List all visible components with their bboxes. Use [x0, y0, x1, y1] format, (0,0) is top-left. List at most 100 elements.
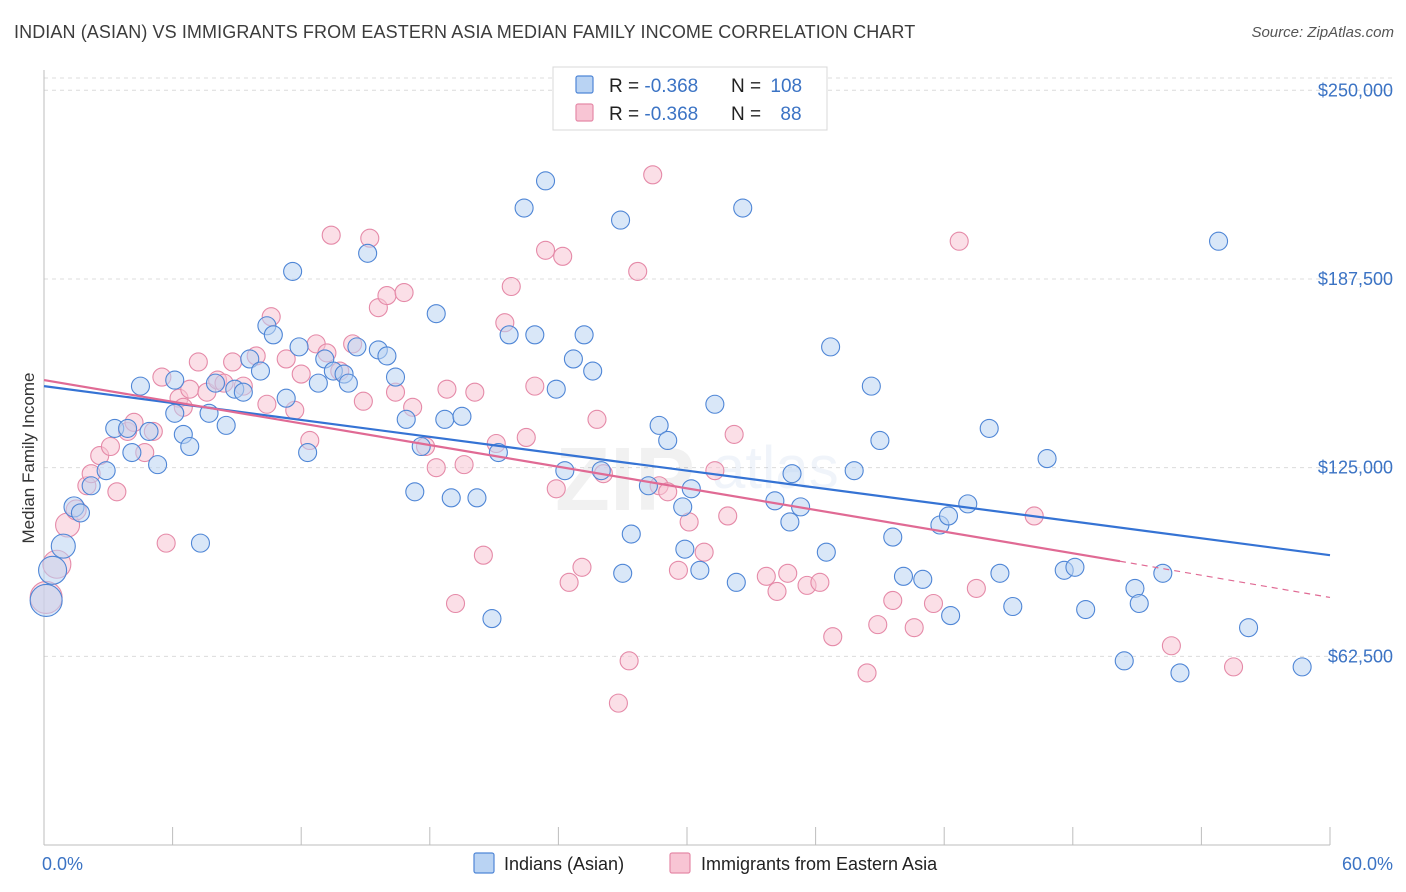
- indians-point-39: [377, 346, 397, 366]
- indians-point-22: [233, 382, 253, 402]
- immigrants-point-70: [694, 542, 714, 562]
- immigrants-point-27: [276, 349, 296, 369]
- immigrants-point-46: [445, 593, 466, 614]
- indians-point-81: [861, 376, 881, 396]
- indians-point-66: [658, 430, 678, 451]
- indians-point-57: [563, 349, 583, 369]
- immigrants-point-45: [437, 379, 457, 399]
- indians-point-56: [555, 461, 575, 481]
- chart-title: INDIAN (ASIAN) VS IMMIGRANTS FROM EASTER…: [14, 22, 916, 42]
- indians-point-4: [70, 503, 90, 523]
- immigrants-point-83: [904, 618, 924, 638]
- x-tick-label-0: 0.0%: [42, 854, 83, 874]
- indians-point-78: [816, 542, 836, 562]
- indians-point-62: [613, 563, 633, 583]
- immigrants-point-52: [501, 276, 521, 297]
- series-label-indians: Indians (Asian): [504, 854, 624, 874]
- immigrants-point-36: [353, 391, 373, 411]
- indians-point-6: [96, 461, 116, 481]
- immigrants-point-85: [949, 231, 969, 251]
- immigrants-point-44: [426, 458, 446, 478]
- legend-row-2: R = -0.368: [609, 104, 698, 125]
- immigrants-point-25: [257, 394, 277, 414]
- immigrants-point-56: [546, 479, 566, 499]
- trend-lines: [43, 379, 1331, 599]
- immigrants-point-22: [223, 352, 243, 372]
- indians-point-71: [705, 394, 725, 414]
- immigrants-point-59: [572, 557, 592, 577]
- x-tick-labels: 0.0% 60.0%: [42, 854, 1393, 874]
- indians-point-89: [958, 494, 978, 514]
- indians-point-74: [765, 491, 785, 511]
- indians-point-47: [452, 406, 472, 426]
- immigrants-point-78: [810, 572, 830, 592]
- indians-point-12: [148, 455, 168, 475]
- immigrants-point-62: [608, 693, 628, 713]
- indians-point-73: [733, 198, 753, 218]
- indians-point-92: [1003, 596, 1023, 617]
- immigrants-point-55: [535, 240, 556, 260]
- y-tick-label-1: $125,000: [1318, 458, 1393, 478]
- y-tick-label-2: $187,500: [1318, 269, 1393, 289]
- watermark-atlas: atlas: [712, 434, 839, 501]
- indians-point-36: [347, 337, 367, 357]
- indians-point-68: [675, 539, 695, 559]
- indians-point-8: [118, 418, 138, 438]
- indians-point-53: [525, 325, 545, 345]
- indians-point-70: [690, 560, 710, 580]
- x-tick-label-1: 60.0%: [1342, 854, 1393, 874]
- indians-point-17: [190, 533, 211, 553]
- indians-point-27: [276, 388, 296, 408]
- immigrants-point-75: [767, 581, 787, 601]
- indians-point-5: [81, 476, 101, 496]
- legend-swatch-immigrants: [575, 103, 594, 122]
- indians-point-91: [990, 563, 1010, 583]
- immigrants-point-67: [658, 482, 678, 502]
- immigrants-point-18: [188, 352, 208, 372]
- indians-point-29: [289, 337, 309, 357]
- immigrants-point-65: [643, 165, 663, 185]
- indians-point-85: [913, 569, 933, 589]
- indians-point-19: [205, 373, 226, 393]
- indians-point-104: [1292, 657, 1312, 677]
- indians-point-58: [574, 325, 594, 345]
- series-label-immigrants: Immigrants from Eastern Asia: [701, 854, 938, 874]
- indians-point-79: [821, 337, 841, 357]
- indians-point-20: [216, 415, 236, 435]
- indians-point-2: [50, 533, 76, 559]
- indians-point-41: [396, 409, 416, 429]
- immigrants-point-29: [291, 364, 311, 384]
- immigrants-trend-extension: [1119, 560, 1331, 599]
- y-tick-labels: $62,500 $125,000 $187,500 $250,000: [1318, 80, 1393, 666]
- immigrants-point-84: [923, 593, 944, 614]
- immigrants-point-80: [857, 663, 877, 683]
- immigrants-point-47: [454, 455, 474, 475]
- indians-point-37: [358, 243, 378, 263]
- indians-point-31: [308, 373, 328, 393]
- immigrants-point-71: [705, 461, 725, 481]
- indians-point-23: [240, 349, 260, 369]
- immigrants-point-57: [553, 246, 573, 266]
- series-legend: Indians (Asian) Immigrants from Eastern …: [473, 852, 938, 874]
- immigrants-point-74: [756, 566, 776, 586]
- indians-point-61: [611, 210, 631, 230]
- indians-point-87: [938, 506, 959, 526]
- indians-point-99: [1129, 593, 1149, 614]
- y-tick-label-0: $62,500: [1328, 646, 1393, 666]
- indians-point-24: [250, 361, 271, 381]
- indians-point-40: [385, 367, 406, 387]
- immigrants-point-54: [525, 376, 545, 396]
- indians-point-96: [1076, 599, 1096, 620]
- indians-point-1: [38, 555, 68, 585]
- indians-point-14: [165, 403, 185, 423]
- indians-point-103: [1239, 618, 1259, 638]
- scatter-points: [29, 165, 1312, 713]
- immigrants-point-60: [587, 409, 607, 429]
- immigrants-point-79: [823, 627, 843, 647]
- indians-point-83: [883, 527, 903, 547]
- watermark: ZIP atlas: [555, 430, 839, 530]
- indians-point-49: [482, 609, 502, 629]
- immigrants-point-53: [516, 427, 536, 448]
- indians-point-54: [535, 171, 556, 191]
